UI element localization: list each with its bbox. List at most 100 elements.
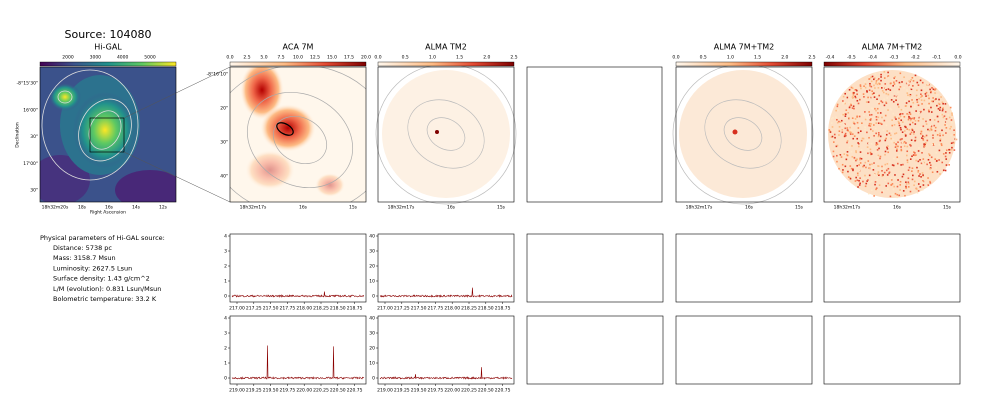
- speckle: [936, 104, 938, 107]
- speckle: [932, 88, 935, 91]
- speckle: [895, 145, 898, 147]
- spectrum-line: [231, 345, 365, 380]
- speckle: [917, 190, 920, 192]
- speckle: [854, 180, 857, 182]
- speckle: [912, 133, 915, 135]
- speckle: [897, 103, 899, 106]
- speckle: [919, 173, 921, 175]
- speckle: [861, 122, 863, 125]
- speckle: [860, 157, 863, 160]
- speckle: [894, 146, 897, 148]
- speckle: [851, 97, 854, 99]
- speckle: [901, 81, 903, 83]
- speckle: [885, 88, 887, 91]
- speckle: [911, 128, 913, 131]
- speckle: [830, 136, 833, 138]
- y-tick-label: 40: [369, 234, 375, 240]
- speckle: [926, 105, 929, 107]
- speckle: [841, 171, 844, 174]
- speckle: [875, 187, 878, 190]
- speckle: [863, 96, 865, 98]
- speckle: [922, 137, 924, 140]
- speckle: [895, 143, 897, 145]
- colorbar: [377, 61, 515, 67]
- speckle: [916, 188, 918, 190]
- speckle: [898, 124, 901, 127]
- speckle: [835, 109, 837, 112]
- speckle: [917, 169, 920, 172]
- speckle: [870, 180, 873, 183]
- speckle: [899, 72, 902, 75]
- speckle: [859, 158, 861, 161]
- speckle: [887, 151, 889, 154]
- speckle: [836, 160, 838, 163]
- speckle: [869, 128, 872, 131]
- speckle: [911, 121, 914, 124]
- speckle: [849, 126, 851, 129]
- x-tick-label: 18h32m17s: [388, 205, 415, 211]
- speckle: [879, 167, 882, 170]
- speckle: [837, 156, 840, 159]
- speckle: [901, 141, 904, 144]
- speckle: [936, 115, 939, 118]
- speckle: [934, 158, 936, 160]
- x-tick-label: 218.25: [313, 306, 329, 312]
- speckle: [929, 180, 931, 183]
- speckle: [878, 82, 880, 84]
- speckle: [886, 97, 889, 99]
- speckle: [835, 116, 837, 119]
- speckle: [864, 83, 867, 85]
- speckle: [896, 84, 898, 86]
- speckle: [950, 110, 952, 113]
- speckle: [890, 108, 893, 111]
- speckle: [904, 133, 906, 136]
- x-tick-label: 218.75: [495, 306, 511, 312]
- speckle: [883, 171, 886, 174]
- speckle: [834, 136, 836, 139]
- speckle: [947, 114, 950, 116]
- speckle: [875, 144, 878, 146]
- speckle: [953, 149, 956, 151]
- speckle: [928, 83, 930, 86]
- colorbar-tick-label: 1.5: [754, 55, 761, 61]
- speckle: [894, 174, 896, 176]
- speckle: [944, 124, 946, 126]
- speckle: [873, 162, 875, 164]
- colorbar-tick-label: 0.0: [954, 55, 961, 61]
- speckle: [859, 98, 861, 101]
- speckle: [843, 153, 846, 155]
- colorbar: [229, 61, 367, 67]
- speckle: [838, 126, 841, 128]
- speckle: [934, 143, 936, 145]
- speckle: [889, 89, 892, 91]
- speckle: [928, 110, 930, 113]
- speckle: [924, 143, 926, 145]
- speckle: [852, 94, 855, 97]
- x-tick-label: 18h32m17s: [240, 205, 267, 211]
- speckle: [904, 100, 906, 102]
- x-tick-label: 15s: [497, 205, 506, 211]
- speckle: [877, 154, 880, 157]
- speckle: [862, 137, 865, 140]
- speckle: [874, 87, 876, 89]
- speckle: [899, 184, 902, 186]
- speckle: [838, 167, 840, 170]
- speckle: [940, 143, 943, 145]
- speckle: [854, 95, 856, 98]
- colorbar-tick-label: 10.0: [293, 55, 303, 61]
- x-tick-label: 218.00: [296, 306, 312, 312]
- speckle: [877, 173, 879, 175]
- speckle: [950, 134, 953, 137]
- speckle: [900, 146, 902, 148]
- speckle: [864, 174, 866, 177]
- speckle: [945, 164, 948, 166]
- colorbar-tick-label: 2.5: [808, 55, 815, 61]
- speckle: [877, 101, 880, 103]
- speckle: [901, 138, 903, 140]
- speckle: [897, 91, 899, 93]
- speckle: [881, 101, 884, 104]
- speckle: [865, 101, 868, 103]
- speckle: [869, 125, 872, 127]
- y-tick-label: 2: [224, 346, 227, 352]
- colorbar-tick-label: 20.0: [361, 55, 371, 61]
